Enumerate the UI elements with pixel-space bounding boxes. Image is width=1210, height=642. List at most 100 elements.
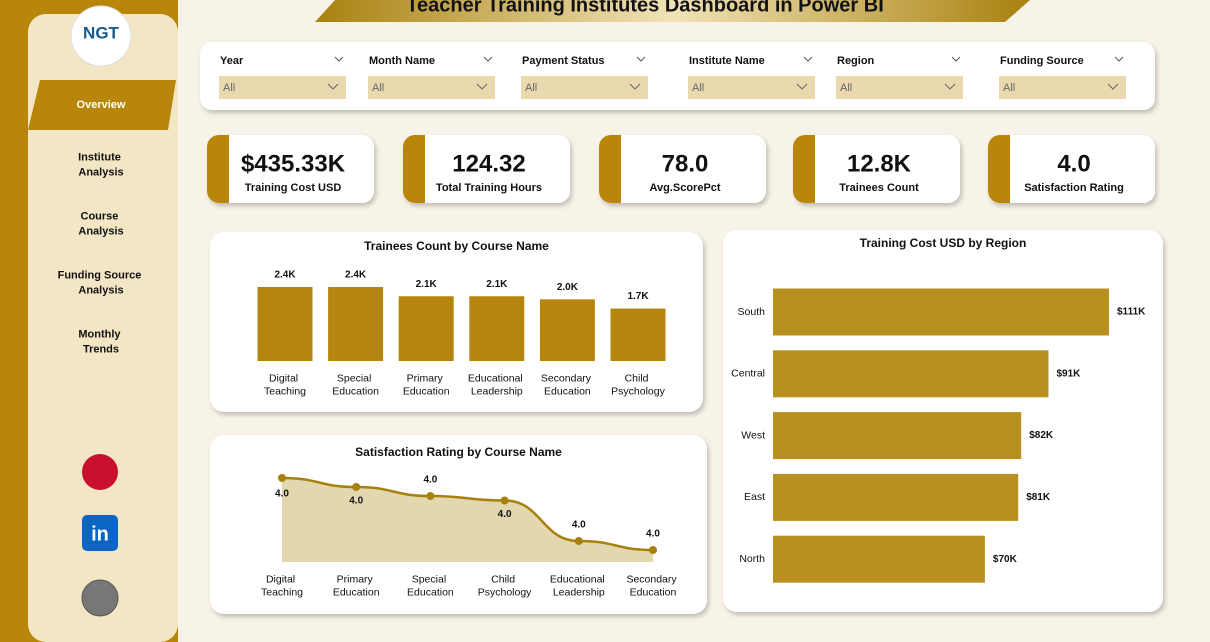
y-tick-label: East	[744, 491, 765, 503]
data-label: 2.1K	[416, 279, 438, 290]
data-label: 2.4K	[345, 270, 367, 281]
bar	[328, 287, 384, 361]
filter-label: Month Name	[369, 55, 435, 67]
kpi-accent	[207, 135, 229, 203]
nav-item[interactable]: Overview	[77, 99, 126, 111]
kpi-value: 12.8K	[847, 150, 912, 177]
data-label: $111K	[1117, 307, 1146, 318]
bar	[773, 535, 985, 583]
dropdown[interactable]	[688, 76, 815, 99]
x-tick-label: Special Education	[407, 573, 454, 598]
chevron	[334, 56, 344, 62]
data-label: 1.7K	[627, 291, 649, 302]
title: Teacher Training Institutes Dashboard in…	[406, 0, 884, 16]
logo	[70, 5, 132, 67]
data-label: $81K	[1026, 492, 1051, 503]
chart-title: Satisfaction Rating by Course Name	[355, 445, 562, 459]
x-tick-label: Primary Education	[333, 573, 380, 598]
chevron	[629, 83, 641, 90]
y-tick-label: West	[741, 429, 765, 441]
dropdown-value: All	[525, 82, 537, 94]
dropdown-value: All	[372, 82, 384, 94]
kpi-card	[207, 135, 374, 203]
bar	[773, 288, 1109, 336]
nav-item[interactable]: Institute Analysis	[78, 151, 124, 178]
bar	[773, 412, 1022, 460]
line	[281, 476, 654, 552]
kpi-card	[988, 135, 1155, 203]
kpi-value: $435.33K	[241, 150, 346, 177]
dropdown-value: All	[692, 82, 704, 94]
y-tick-label: South	[738, 306, 766, 318]
chevron	[636, 56, 646, 62]
x-tick-label: Child Psychology	[478, 573, 532, 598]
data-label: $70K	[993, 554, 1018, 565]
data-label: 2.0K	[557, 282, 579, 293]
x-tick-label: Secondary Education	[541, 372, 594, 397]
bar	[469, 296, 525, 361]
data-label: 4.0	[275, 489, 289, 500]
chevron	[951, 56, 961, 62]
kpi-card	[599, 135, 766, 203]
kpi-value: 124.32	[452, 150, 525, 177]
dropdown[interactable]	[219, 76, 346, 99]
logo-text: NGT	[83, 23, 120, 42]
x-tick-label: Educational Leadership	[468, 372, 526, 397]
point	[500, 496, 509, 505]
data-label: 4.0	[423, 475, 437, 486]
nav-active	[28, 80, 176, 130]
dropdown-value: All	[223, 82, 235, 94]
nav-item[interactable]: Course Analysis	[78, 210, 123, 237]
nav-item[interactable]: Funding Source Analysis	[58, 269, 145, 296]
web-icon[interactable]	[81, 579, 119, 617]
x-tick-label: Educational Leadership	[550, 573, 608, 598]
chart-title: Trainees Count by Course Name	[364, 239, 549, 253]
kpi-card	[793, 135, 960, 203]
kpi-label: Total Training Hours	[436, 182, 542, 194]
youtube-icon[interactable]	[82, 454, 118, 490]
chevron	[803, 56, 813, 62]
point	[649, 546, 657, 554]
kpi-label: Training Cost USD	[245, 182, 342, 194]
dropdown[interactable]	[368, 76, 495, 99]
kpi-card	[403, 135, 570, 203]
linkedin-glyph: in	[91, 523, 109, 545]
point	[352, 483, 361, 491]
chevron	[1107, 83, 1119, 90]
kpi-accent	[599, 135, 621, 203]
chart-card	[210, 232, 703, 412]
x-tick-label: Primary Education	[403, 372, 450, 397]
kpi-label: Trainees Count	[839, 182, 919, 194]
filter-label: Funding Source	[1000, 55, 1084, 67]
x-tick-label: Child Psychology	[611, 372, 665, 397]
chevron	[476, 83, 488, 90]
bar	[398, 296, 454, 361]
dropdown[interactable]	[836, 76, 963, 99]
data-label: 2.1K	[486, 279, 508, 290]
data-label: $91K	[1056, 368, 1081, 379]
dropdown-value: All	[840, 82, 852, 94]
data-label: 4.0	[349, 496, 363, 507]
kpi-label: Avg.ScorePct	[649, 182, 720, 194]
filter-label: Year	[220, 55, 244, 67]
chart-title: Training Cost USD by Region	[860, 236, 1027, 250]
filter-label: Institute Name	[689, 55, 765, 67]
point	[574, 537, 583, 545]
dropdown[interactable]	[999, 76, 1126, 99]
bar	[773, 473, 1019, 521]
chevron	[796, 83, 808, 90]
dropdown-value: All	[1003, 82, 1015, 94]
nav-item[interactable]: Monthly Trends	[78, 328, 123, 355]
x-tick-label: Digital Teaching	[264, 372, 306, 397]
sidebar	[28, 14, 178, 642]
point	[426, 492, 435, 500]
chevron	[327, 83, 339, 90]
x-tick-label: Special Education	[332, 372, 379, 397]
linkedin-icon[interactable]	[82, 515, 118, 551]
bar	[539, 299, 595, 361]
data-label: 4.0	[498, 509, 512, 520]
x-tick-label: Digital Teaching	[261, 573, 303, 598]
chevron	[483, 56, 493, 62]
dropdown[interactable]	[521, 76, 648, 99]
